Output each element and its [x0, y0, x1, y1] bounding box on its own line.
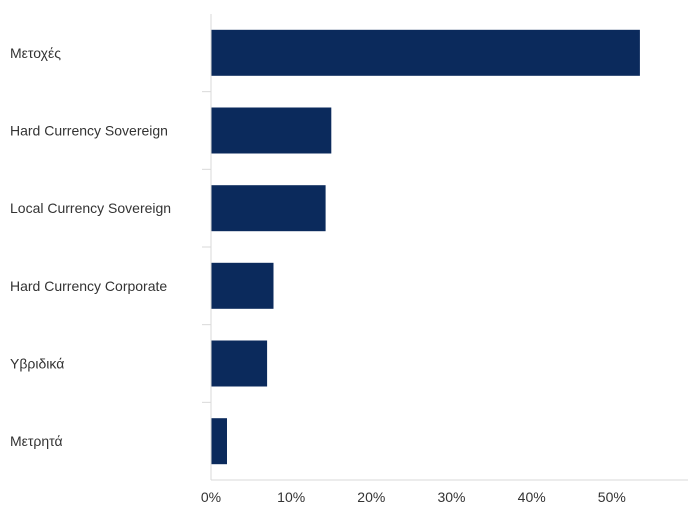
bar-1: [211, 107, 332, 154]
x-tick-label-5: 50%: [598, 489, 626, 505]
category-label-5: Μετρητά: [10, 433, 63, 449]
bar-3: [211, 262, 274, 309]
bars-group: [211, 29, 640, 465]
x-tick-label-3: 30%: [437, 489, 465, 505]
axes-group: [202, 14, 688, 481]
category-label-4: Υβριδικά: [10, 356, 64, 372]
category-label-3: Hard Currency Corporate: [10, 278, 167, 294]
category-label-1: Hard Currency Sovereign: [10, 123, 168, 139]
x-tick-label-2: 20%: [357, 489, 385, 505]
bar-5: [211, 418, 227, 465]
x-tick-label-4: 40%: [518, 489, 546, 505]
x-tick-label-1: 10%: [277, 489, 305, 505]
bar-0: [211, 29, 640, 76]
bar-2: [211, 185, 326, 232]
x-tick-label-0: 0%: [201, 489, 221, 505]
category-label-2: Local Currency Sovereign: [10, 200, 171, 216]
bar-4: [211, 340, 268, 387]
category-label-0: Μετοχές: [10, 45, 61, 61]
labels-group: Μετοχές Hard Currency Sovereign Local Curr…: [10, 45, 626, 505]
